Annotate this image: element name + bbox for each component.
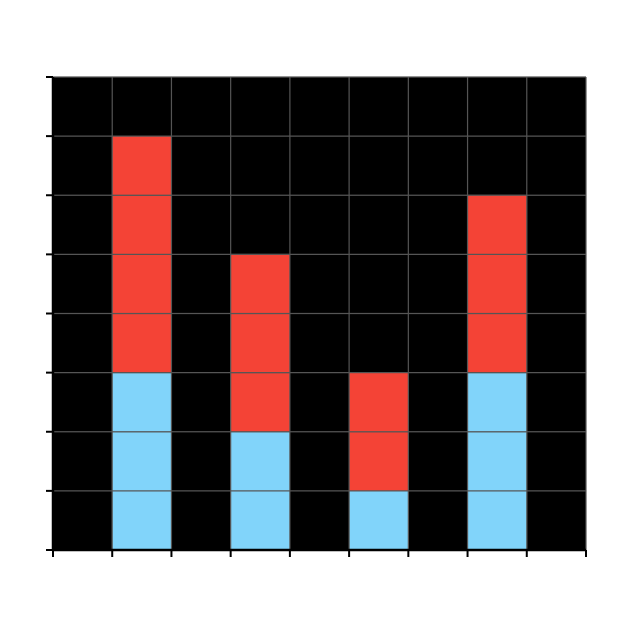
bar-segment-2-cell	[111, 135, 173, 196]
bar-segment-2-cell	[111, 194, 173, 255]
bar-segment-2-cell	[466, 312, 528, 374]
bar-segment-2-cell	[230, 312, 291, 374]
bar-segment-2-cell	[111, 253, 173, 315]
bar-segment-2-cell	[230, 253, 291, 315]
bar-segment-2-cell	[466, 194, 528, 255]
bar-segment-1-cell	[466, 372, 528, 433]
bar-segment-2-cell	[348, 372, 409, 433]
bar-segment-2-cell	[111, 312, 173, 374]
bar-segment-1-cell	[466, 431, 528, 492]
bar-segment-1-cell	[111, 431, 173, 492]
axes-layer	[46, 76, 587, 557]
bar-segment-1-cell	[111, 372, 173, 433]
bar-segment-1-cell	[111, 490, 173, 551]
bar-segment-1-cell	[466, 490, 528, 551]
bar-segment-1-cell	[230, 490, 291, 551]
bars-layer	[111, 135, 528, 551]
bar-segment-1-cell	[348, 490, 409, 551]
bar-segment-2-cell	[348, 431, 409, 492]
bar-segment-2-cell	[230, 372, 291, 433]
bar-segment-1-cell	[230, 431, 291, 492]
bar-segment-2-cell	[466, 253, 528, 315]
